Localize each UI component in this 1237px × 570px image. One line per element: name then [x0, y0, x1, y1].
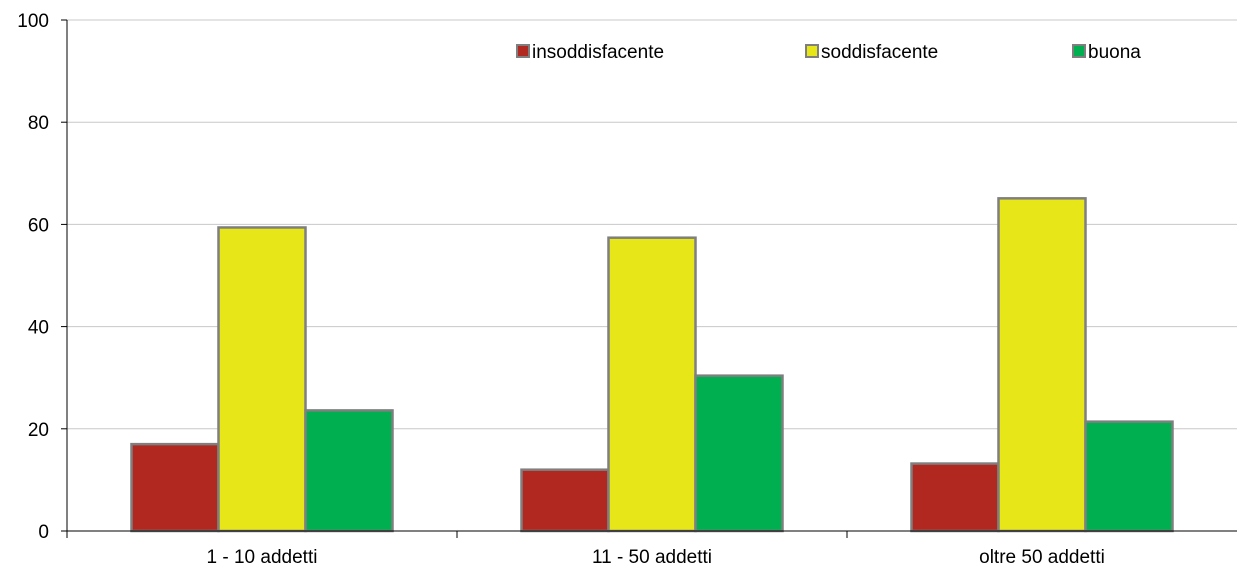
- legend-swatch-insoddisfacente: [516, 44, 530, 58]
- bar-buona: [694, 374, 784, 533]
- bar-soddisfacente: [607, 236, 697, 533]
- y-tick-label: 20: [28, 420, 49, 441]
- x-category-labels: 1 - 10 addetti 11 - 50 addetti oltre 50 ad…: [66, 531, 1105, 568]
- legend-label: insoddisfacente: [532, 42, 664, 63]
- bar-soddisfacente: [997, 197, 1087, 533]
- x-category-label: 1 - 10 addetti: [207, 547, 318, 568]
- x-category-label: oltre 50 addetti: [979, 547, 1105, 568]
- bar-insoddisfacente: [130, 442, 220, 533]
- bar-insoddisfacente: [910, 462, 1000, 533]
- bar-buona: [304, 409, 394, 533]
- legend-swatch-buona: [1072, 44, 1086, 58]
- y-tick-label: 0: [38, 522, 49, 543]
- legend: insoddisfacente soddisfacente buona: [516, 42, 1141, 63]
- y-tick-label: 60: [28, 215, 49, 236]
- legend-swatch-soddisfacente: [805, 44, 819, 58]
- y-tick-labels: 0 20 40 60 80 100: [17, 11, 67, 543]
- bar-soddisfacente: [217, 226, 307, 533]
- legend-label: soddisfacente: [821, 42, 938, 63]
- bar-buona: [1084, 420, 1174, 533]
- legend-label: buona: [1088, 42, 1141, 63]
- axes: [66, 20, 1237, 532]
- bars: [130, 197, 1174, 533]
- x-category-label: 11 - 50 addetti: [592, 547, 712, 568]
- y-tick-label: 80: [28, 113, 49, 134]
- y-tick-label: 40: [28, 318, 49, 339]
- bar-insoddisfacente: [520, 468, 610, 533]
- y-tick-label: 100: [17, 11, 49, 32]
